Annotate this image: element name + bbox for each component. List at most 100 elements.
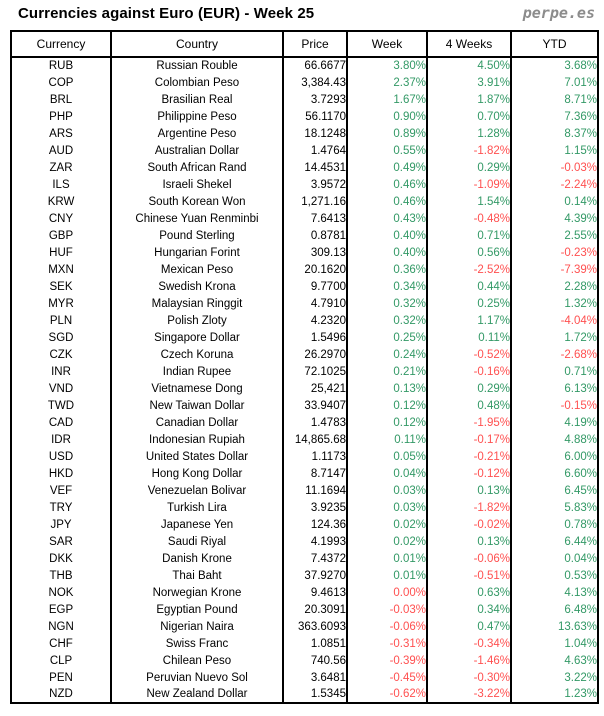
4weeks-change-cell: -1.82% <box>426 499 511 516</box>
4weeks-change-cell: 0.48% <box>426 397 511 414</box>
currency-code-cell: IDR <box>51 433 71 446</box>
table-row: IDR Indonesian Rupiah 14,865.68 0.11% -0… <box>11 431 598 448</box>
week-change-cell: 0.36% <box>346 261 427 278</box>
week-change-cell: 0.13% <box>346 380 427 397</box>
price-cell: 3,384.43 <box>282 74 347 91</box>
4weeks-change-cell: 1.28% <box>426 125 511 142</box>
country-cell: Israeli Shekel <box>110 176 283 193</box>
price-cell: 1.5345 <box>282 686 347 703</box>
price-cell: 124.36 <box>282 516 347 533</box>
currency-code-cell: SEK <box>49 280 73 293</box>
column-header-week: Week <box>346 31 427 58</box>
country-cell: Singapore Dollar <box>110 329 283 346</box>
table-row: DKK Danish Krone 7.4372 0.01% -0.06% 0.0… <box>11 550 598 567</box>
ytd-change-cell: 4.63% <box>510 652 598 669</box>
price-cell: 4.1993 <box>282 533 347 550</box>
currency-code-cell: JPY <box>50 518 72 531</box>
price-cell: 11.1694 <box>282 482 347 499</box>
week-change-cell: 1.67% <box>346 91 427 108</box>
4weeks-change-cell: 1.54% <box>426 193 511 210</box>
country-cell: New Zealand Dollar <box>110 686 283 703</box>
currency-code-cell: MYR <box>48 297 74 310</box>
4weeks-change-cell: -1.95% <box>426 414 511 431</box>
currency-code-cell: ILS <box>52 178 70 191</box>
currency-code-cell: HKD <box>48 467 74 480</box>
price-cell: 1,271.16 <box>282 193 347 210</box>
country-cell: Danish Krone <box>110 550 283 567</box>
country-cell: Hong Kong Dollar <box>110 465 283 482</box>
ytd-change-cell: -4.04% <box>510 312 598 329</box>
currency-code-cell: VND <box>48 382 74 395</box>
ytd-change-cell: 5.83% <box>510 499 598 516</box>
week-change-cell: 0.24% <box>346 346 427 363</box>
4weeks-change-cell: -1.46% <box>426 652 511 669</box>
ytd-change-cell: 6.44% <box>510 533 598 550</box>
currency-code-cell: PEN <box>49 671 73 684</box>
week-change-cell: 0.46% <box>346 193 427 210</box>
table-row: TRY Turkish Lira 3.9235 0.03% -1.82% 5.8… <box>11 499 598 516</box>
country-cell: Mexican Peso <box>110 261 283 278</box>
table-row: INR Indian Rupee 72.1025 0.21% -0.16% 0.… <box>11 363 598 380</box>
column-header-ytd: YTD <box>510 31 598 58</box>
week-change-cell: 0.34% <box>346 278 427 295</box>
4weeks-change-cell: -3.22% <box>426 686 511 703</box>
currency-code-cell: THB <box>49 569 73 582</box>
table-row: MXN Mexican Peso 20.1620 0.36% -2.52% -7… <box>11 261 598 278</box>
week-change-cell: 0.40% <box>346 244 427 261</box>
country-cell: Japanese Yen <box>110 516 283 533</box>
ytd-change-cell: 1.32% <box>510 295 598 312</box>
country-cell: Turkish Lira <box>110 499 283 516</box>
site-logo[interactable]: perpe.es <box>522 4 595 22</box>
column-header-4weeks: 4 Weeks <box>426 31 511 58</box>
table-row: PLN Polish Zloty 4.2320 0.32% 1.17% -4.0… <box>11 312 598 329</box>
currency-code-cell: KRW <box>47 195 75 208</box>
week-change-cell: 0.05% <box>346 448 427 465</box>
country-cell: Pound Sterling <box>110 227 283 244</box>
price-cell: 25,421 <box>282 380 347 397</box>
week-change-cell: 3.80% <box>346 57 427 74</box>
currency-code-cell: ARS <box>49 127 73 140</box>
table-row: KRW South Korean Won 1,271.16 0.46% 1.54… <box>11 193 598 210</box>
currency-code-cell: DKK <box>49 552 73 565</box>
price-cell: 3.9572 <box>282 176 347 193</box>
column-header-price: Price <box>282 31 347 58</box>
ytd-change-cell: 8.71% <box>510 91 598 108</box>
4weeks-change-cell: -1.09% <box>426 176 511 193</box>
price-cell: 18.1248 <box>282 125 347 142</box>
price-cell: 66.6677 <box>282 57 347 74</box>
country-cell: Norwegian Krone <box>110 584 283 601</box>
header-row: Currency Country Price Week 4 Weeks YTD <box>11 31 598 58</box>
4weeks-change-cell: 0.71% <box>426 227 511 244</box>
country-cell: Polish Zloty <box>110 312 283 329</box>
table-row: SGD Singapore Dollar 1.5496 0.25% 0.11% … <box>11 329 598 346</box>
country-cell: Indian Rupee <box>110 363 283 380</box>
week-change-cell: -0.06% <box>346 618 427 635</box>
currency-code-cell: TWD <box>47 399 75 412</box>
currency-code-cell: COP <box>48 76 74 89</box>
4weeks-change-cell: -0.12% <box>426 465 511 482</box>
week-change-cell: 0.55% <box>346 142 427 159</box>
4weeks-change-cell: -0.51% <box>426 567 511 584</box>
price-cell: 309.13 <box>282 244 347 261</box>
country-cell: Saudi Riyal <box>110 533 283 550</box>
week-change-cell: 0.01% <box>346 550 427 567</box>
table-row: ILS Israeli Shekel 3.9572 0.46% -1.09% -… <box>11 176 598 193</box>
table-row: SAR Saudi Riyal 4.1993 0.02% 0.13% 6.44% <box>11 533 598 550</box>
country-cell: Australian Dollar <box>110 142 283 159</box>
4weeks-change-cell: -0.30% <box>426 669 511 686</box>
country-cell: Colombian Peso <box>110 74 283 91</box>
column-header-country: Country <box>110 31 283 58</box>
table-row: BRL Brasilian Real 3.7293 1.67% 1.87% 8.… <box>11 91 598 108</box>
price-cell: 26.2970 <box>282 346 347 363</box>
country-cell: Thai Baht <box>110 567 283 584</box>
table-row: ARS Argentine Peso 18.1248 0.89% 1.28% 8… <box>11 125 598 142</box>
currency-code-cell: VEF <box>49 484 73 497</box>
4weeks-change-cell: -0.21% <box>426 448 511 465</box>
currency-code-cell: CHF <box>49 637 73 650</box>
ytd-change-cell: 1.15% <box>510 142 598 159</box>
price-cell: 9.7700 <box>282 278 347 295</box>
currency-code-cell: CZK <box>49 348 73 361</box>
week-change-cell: 2.37% <box>346 74 427 91</box>
4weeks-change-cell: 0.47% <box>426 618 511 635</box>
